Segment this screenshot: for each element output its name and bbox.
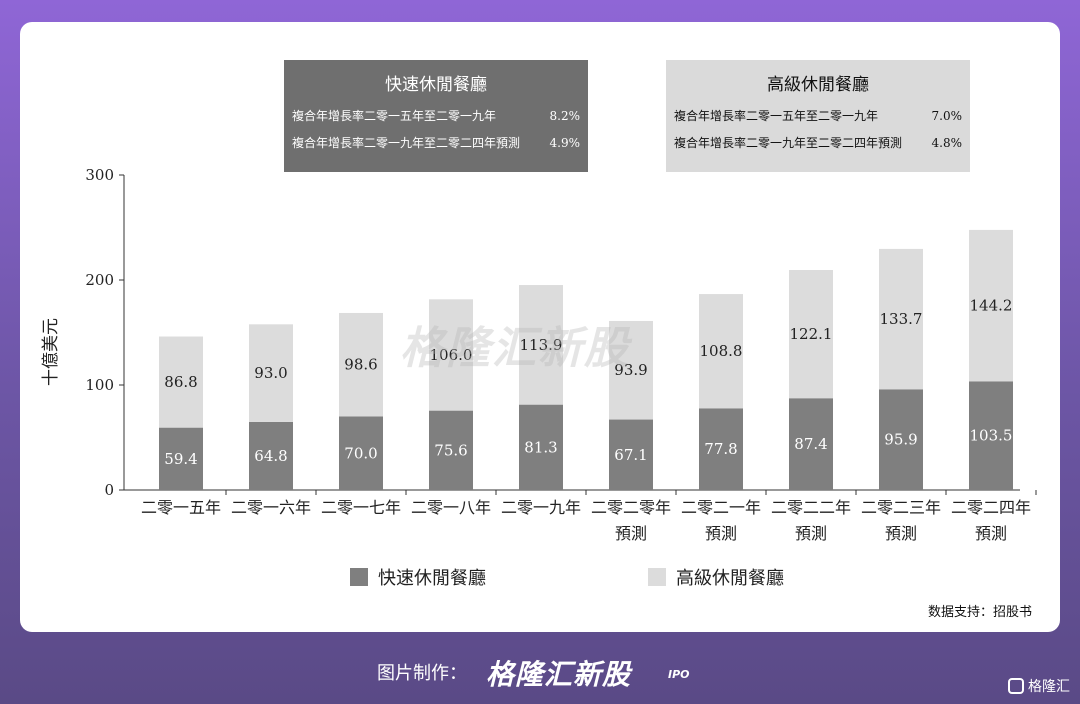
cagr-value: 4.8% bbox=[931, 136, 963, 150]
data-label: 77.8 bbox=[704, 440, 737, 458]
bar-segment-premium-casual bbox=[879, 248, 923, 390]
premium-casual-cagr-row: 複合年增長率二零一五年至二零一九年 7.0% bbox=[674, 103, 962, 130]
x-tick-label: 二零二二年 bbox=[771, 498, 851, 517]
y-tick-label: 100 bbox=[85, 376, 114, 394]
x-tick-label: 二零二三年 bbox=[861, 498, 941, 517]
y-tick-label: 200 bbox=[85, 271, 114, 289]
chart-card: 0 100 200 300 十億美元 59.4 86.8 二零一五年 64.8 93.0 二零一六年… bbox=[20, 22, 1060, 632]
bar-segment-premium-casual bbox=[789, 270, 833, 399]
bar-segment-fast-casual bbox=[969, 381, 1013, 490]
x-tick-label: 二零一九年 bbox=[501, 498, 581, 517]
data-label: 113.9 bbox=[520, 336, 563, 354]
fast-casual-cagr-row: 複合年增長率二零一五年至二零一九年 8.2% bbox=[292, 103, 580, 130]
x-tick-label: 預測 bbox=[885, 524, 917, 543]
legend-swatch-fast-casual bbox=[350, 568, 368, 586]
bar-segment-fast-casual bbox=[519, 404, 563, 490]
fast-casual-box-title: 快速休閒餐廳 bbox=[385, 75, 487, 95]
bar-segment-fast-casual bbox=[609, 419, 653, 490]
bar-segment-fast-casual bbox=[879, 389, 923, 490]
y-tick-label: 300 bbox=[85, 166, 114, 184]
data-label: 144.2 bbox=[970, 297, 1013, 315]
x-tick-label: 二零二一年 bbox=[681, 498, 761, 517]
data-label: 98.6 bbox=[344, 356, 377, 374]
bar-segment-premium-casual bbox=[969, 229, 1013, 382]
image-credit-label: 图片制作： bbox=[377, 663, 467, 684]
legend-label: 快速休閒餐廳 bbox=[378, 568, 486, 589]
cagr-value: 4.9% bbox=[549, 136, 581, 150]
cagr-label: 複合年增長率二零一五年至二零一九年 bbox=[674, 109, 879, 123]
cagr-value: 7.0% bbox=[931, 109, 963, 123]
data-label: 133.7 bbox=[880, 310, 923, 328]
data-label: 67.1 bbox=[614, 446, 647, 464]
data-label: 93.9 bbox=[614, 361, 647, 379]
x-tick-label: 二零一八年 bbox=[411, 498, 491, 517]
bar-segment-premium-casual bbox=[429, 299, 473, 411]
x-tick-label: 預測 bbox=[975, 524, 1007, 543]
bar-segment-premium-casual bbox=[519, 285, 563, 405]
bar-segment-fast-casual bbox=[699, 408, 743, 490]
x-tick-label: 二零一六年 bbox=[231, 498, 311, 517]
bar-segment-fast-casual bbox=[429, 410, 473, 490]
cagr-label: 複合年增長率二零一九年至二零二四年預測 bbox=[292, 136, 521, 150]
x-tick-label: 二零一五年 bbox=[141, 498, 221, 517]
bar-segment-fast-casual bbox=[249, 421, 293, 490]
bar-segment-premium-casual bbox=[609, 320, 653, 420]
premium-casual-box-title: 高級休閒餐廳 bbox=[767, 75, 869, 95]
y-tick-label: 0 bbox=[104, 481, 114, 499]
x-tick-label: 預測 bbox=[615, 524, 647, 543]
x-tick-label: 預測 bbox=[795, 524, 827, 543]
cagr-label: 複合年增長率二零一五年至二零一九年 bbox=[292, 109, 497, 123]
stacked-bar-chart: 0 100 200 300 十億美元 59.4 86.8 二零一五年 64.8 93.0 二零一六年… bbox=[41, 166, 1037, 589]
x-tick-label: 二零一七年 bbox=[321, 498, 401, 517]
data-label: 108.8 bbox=[700, 342, 743, 360]
bar-segment-fast-casual bbox=[159, 427, 203, 490]
data-label: 70.0 bbox=[344, 444, 377, 462]
gelonghui-logo-icon bbox=[1008, 678, 1024, 694]
cagr-label: 複合年增長率二零一九年至二零二四年預測 bbox=[674, 136, 903, 150]
bar-segment-premium-casual bbox=[159, 336, 203, 428]
data-label: 87.4 bbox=[794, 435, 827, 453]
data-label: 86.8 bbox=[164, 373, 197, 391]
footer-bar: 图片制作： 格隆汇新股 IPO 格隆汇 bbox=[0, 640, 1080, 704]
legend-swatch-premium-casual bbox=[648, 568, 666, 586]
cagr-value: 8.2% bbox=[549, 109, 581, 123]
data-label: 75.6 bbox=[434, 441, 467, 459]
y-axis-label: 十億美元 bbox=[41, 318, 61, 386]
fast-casual-cagr-box: 快速休閒餐廳 複合年增長率二零一五年至二零一九年 8.2% 複合年增長率二零一九… bbox=[284, 60, 588, 172]
brand-ipo-suffix: IPO bbox=[668, 668, 690, 681]
premium-casual-cagr-row: 複合年增長率二零一九年至二零二四年預測 4.8% bbox=[674, 130, 962, 157]
data-label: 81.3 bbox=[524, 438, 557, 456]
data-source-note: 数据支持：招股书 bbox=[927, 605, 1032, 620]
data-label: 103.5 bbox=[970, 427, 1013, 445]
bar-segment-premium-casual bbox=[699, 294, 743, 409]
x-tick-label: 二零二零年 bbox=[591, 498, 671, 517]
data-label: 106.0 bbox=[430, 346, 473, 364]
legend-label: 高級休閒餐廳 bbox=[676, 568, 784, 589]
corner-logo-text: 格隆汇 bbox=[1028, 679, 1070, 695]
fast-casual-cagr-row: 複合年增長率二零一九年至二零二四年預測 4.9% bbox=[292, 130, 580, 157]
bar-segment-fast-casual bbox=[339, 416, 383, 490]
brand-logo-text: 格隆汇新股 bbox=[486, 658, 632, 691]
data-label: 59.4 bbox=[164, 450, 197, 468]
x-tick-label: 二零二四年 bbox=[951, 498, 1031, 517]
data-label: 93.0 bbox=[254, 364, 287, 382]
corner-logo: 格隆汇 bbox=[1008, 676, 1070, 696]
data-label: 122.1 bbox=[790, 325, 833, 343]
x-tick-label: 預測 bbox=[705, 524, 737, 543]
bar-segment-premium-casual bbox=[249, 324, 293, 422]
premium-casual-cagr-box: 高級休閒餐廳 複合年增長率二零一五年至二零一九年 7.0% 複合年增長率二零一九… bbox=[666, 60, 970, 172]
data-label: 95.9 bbox=[884, 431, 917, 449]
bar-segment-fast-casual bbox=[789, 398, 833, 490]
data-label: 64.8 bbox=[254, 447, 287, 465]
bar-segment-premium-casual bbox=[339, 312, 383, 417]
